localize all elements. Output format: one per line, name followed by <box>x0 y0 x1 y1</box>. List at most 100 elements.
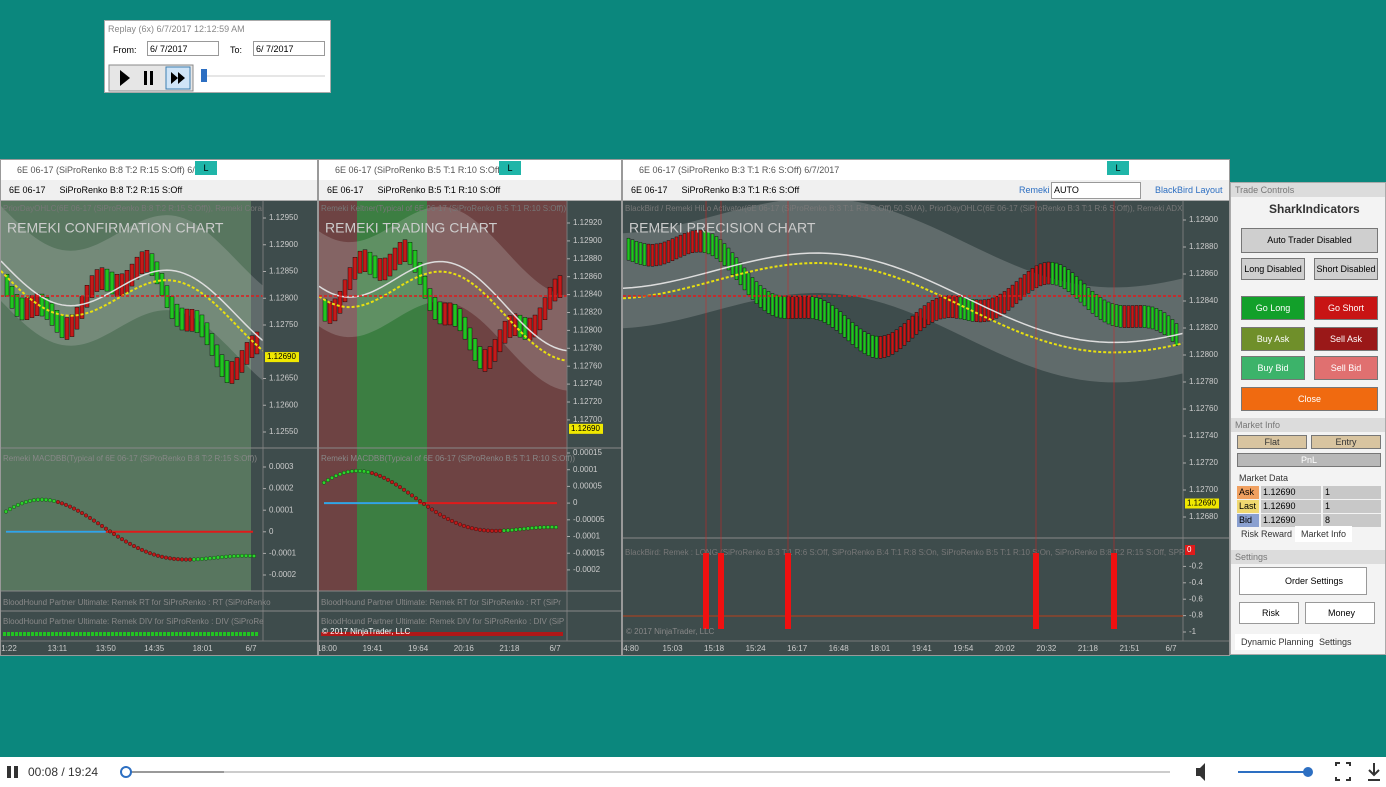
macd-dot <box>176 557 180 562</box>
section-header: Settings <box>1231 550 1385 564</box>
pause-icon-bar[interactable] <box>14 766 18 778</box>
auto-trader-button[interactable]: Auto Trader Disabled <box>1241 228 1378 253</box>
lower-tick-label: -0.2 <box>1189 562 1203 571</box>
brick <box>1130 305 1135 328</box>
tab-risk-reward[interactable]: Risk Reward <box>1241 529 1293 539</box>
macd-dot <box>414 496 418 501</box>
brick <box>802 295 807 319</box>
close-button[interactable]: Close <box>1241 387 1378 411</box>
current-price-box <box>569 423 603 434</box>
brick <box>886 334 891 357</box>
price-tick-label: 1.12880 <box>573 254 602 263</box>
brick <box>64 317 70 340</box>
pause-button[interactable] <box>144 71 147 85</box>
brick <box>642 243 647 266</box>
progress-thumb[interactable] <box>120 766 132 778</box>
brick <box>978 299 983 323</box>
download-icon[interactable] <box>1368 763 1380 781</box>
volume-icon[interactable] <box>1196 763 1205 781</box>
window-badge: L <box>1107 161 1129 175</box>
sell-bid-button[interactable]: Sell Bid <box>1314 356 1378 380</box>
brick <box>874 335 879 359</box>
brick <box>1002 291 1007 314</box>
pause-button-bar[interactable] <box>150 71 153 85</box>
brick <box>658 242 663 266</box>
brick <box>1102 299 1107 323</box>
brick <box>750 277 755 300</box>
go-long-button[interactable]: Go Long <box>1241 296 1305 320</box>
pause-icon[interactable] <box>7 766 11 778</box>
tab-dynamic-planning[interactable]: Dynamic Planning <box>1235 634 1320 650</box>
series-select[interactable]: SiProRenko B:3 T:1 R:6 S:Off <box>681 185 800 195</box>
price-tick-label: 1.12900 <box>1189 215 1218 224</box>
short-disabled-button[interactable]: Short Disabled <box>1314 258 1378 280</box>
brick <box>1162 312 1167 335</box>
brick <box>352 257 358 280</box>
layout-button[interactable]: BlackBird Layout <box>1155 185 1223 195</box>
lower-tick-label: -0.6 <box>1189 594 1203 603</box>
brick <box>1138 305 1143 328</box>
brick <box>552 278 558 302</box>
time-tick-label: 6/7 <box>1165 644 1177 653</box>
lower-current: 0 <box>1187 545 1192 554</box>
risk-button[interactable]: Risk <box>1239 602 1299 624</box>
brick <box>472 338 478 361</box>
buy-ask-button[interactable]: Buy Ask <box>1241 327 1305 351</box>
long-disabled-button[interactable]: Long Disabled <box>1241 258 1305 280</box>
tab-market-info[interactable]: Market Info <box>1295 526 1353 542</box>
brick <box>49 303 55 326</box>
price-tick-label: 1.12800 <box>269 293 298 302</box>
brick <box>209 333 215 356</box>
macd-dot <box>112 532 116 536</box>
brick <box>1038 263 1043 287</box>
series-select[interactable]: SiProRenko B:8 T:2 R:15 S:Off <box>59 185 183 195</box>
series-select[interactable]: SiProRenko B:5 T:1 R:10 S:Off <box>377 185 501 195</box>
money-button[interactable]: Money <box>1305 602 1375 624</box>
from-date[interactable]: 6/ 7/2017 <box>147 41 219 56</box>
to-date[interactable]: 6/ 7/2017 <box>253 41 325 56</box>
brick <box>1106 301 1111 325</box>
macd-dot <box>454 520 458 525</box>
side-panel: Trade Controls SharkIndicators Auto Trader… <box>1230 182 1386 655</box>
brick <box>722 243 727 266</box>
macd-dot <box>28 498 32 503</box>
price-tick-label: 1.12840 <box>1189 296 1218 305</box>
brick <box>189 308 195 332</box>
macd-dot <box>554 525 558 530</box>
lower-tick-label: -0.4 <box>1189 578 1203 587</box>
instrument-select[interactable]: 6E 06-17 <box>9 185 46 195</box>
volume-thumb[interactable] <box>1303 767 1313 777</box>
time-tick-label: 6/7 <box>245 644 257 653</box>
chart-area: REMEKI TRADING CHART Remeki Keltner(Typic… <box>319 201 621 653</box>
fullscreen-icon[interactable] <box>1335 762 1351 781</box>
replay-thumb[interactable] <box>201 69 207 82</box>
instrument-select[interactable]: 6E 06-17 <box>631 185 668 195</box>
price-tick-label: 1.12900 <box>573 236 602 245</box>
instrument-select[interactable]: 6E 06-17 <box>327 185 364 195</box>
entry-cell[interactable]: Entry <box>1311 435 1381 449</box>
brick <box>532 314 538 338</box>
brick <box>89 275 95 298</box>
macd-dot <box>490 528 494 533</box>
dotted-average <box>319 270 568 362</box>
sell-ask-button[interactable]: Sell Ask <box>1314 327 1378 351</box>
buy-bid-button[interactable]: Buy Bid <box>1241 356 1305 380</box>
flat-cell[interactable]: Flat <box>1237 435 1307 449</box>
shade <box>319 201 357 591</box>
order-settings-button[interactable]: Order Settings <box>1239 567 1367 595</box>
brick <box>1142 305 1147 328</box>
toolbar-label: Remeki <box>1019 185 1050 195</box>
brick <box>144 250 150 273</box>
brick <box>437 301 443 325</box>
macd-dot <box>478 527 482 532</box>
toolbar-select[interactable]: AUTO <box>1051 182 1141 199</box>
brick <box>854 325 859 349</box>
go-short-button[interactable]: Go Short <box>1314 296 1378 320</box>
brick <box>986 298 991 322</box>
play-button[interactable] <box>120 70 130 86</box>
tab-settings[interactable]: Settings <box>1319 637 1352 647</box>
pnl-cell[interactable]: PnL <box>1237 453 1381 467</box>
dotted-average <box>1 270 264 352</box>
macd-dot <box>68 504 72 509</box>
brick <box>650 243 655 267</box>
